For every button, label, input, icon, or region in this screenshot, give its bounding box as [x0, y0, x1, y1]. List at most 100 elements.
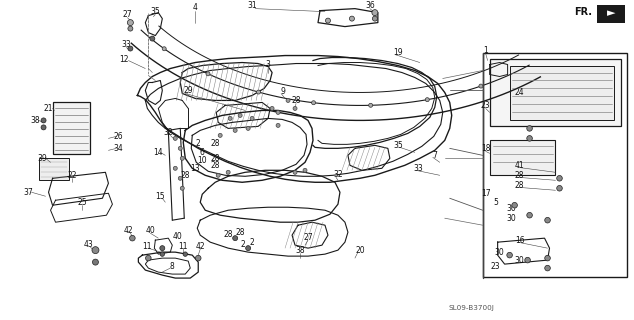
Text: 6: 6: [200, 148, 205, 157]
Text: SL09-B3700J: SL09-B3700J: [449, 305, 495, 311]
Circle shape: [286, 99, 290, 102]
Circle shape: [93, 259, 98, 265]
FancyBboxPatch shape: [510, 66, 614, 120]
Text: 36: 36: [365, 1, 375, 10]
Text: 32: 32: [164, 128, 173, 137]
Text: 28: 28: [223, 230, 233, 239]
Circle shape: [525, 257, 531, 263]
Text: 40: 40: [145, 226, 155, 235]
Circle shape: [512, 203, 517, 208]
Circle shape: [557, 186, 562, 191]
Circle shape: [92, 247, 99, 254]
Text: 30: 30: [515, 256, 524, 265]
Text: 22: 22: [68, 171, 77, 180]
Text: 5: 5: [493, 198, 498, 207]
Text: 29: 29: [183, 86, 193, 95]
Circle shape: [41, 118, 46, 123]
Circle shape: [233, 128, 237, 132]
Circle shape: [545, 265, 550, 271]
Circle shape: [368, 103, 373, 107]
Text: 7: 7: [432, 151, 437, 160]
Text: 37: 37: [23, 188, 34, 197]
Text: 39: 39: [37, 154, 48, 163]
Text: 40: 40: [172, 232, 182, 241]
Text: 28: 28: [181, 171, 190, 180]
Text: 12: 12: [120, 55, 129, 64]
Text: 33: 33: [122, 40, 131, 49]
Text: 35: 35: [393, 141, 403, 150]
Circle shape: [226, 170, 230, 174]
Text: FR.: FR.: [574, 7, 593, 17]
Circle shape: [195, 255, 201, 261]
Circle shape: [41, 125, 46, 130]
Circle shape: [479, 84, 483, 88]
Text: 28: 28: [291, 96, 301, 105]
Circle shape: [276, 110, 280, 115]
Circle shape: [425, 98, 429, 102]
Circle shape: [183, 252, 188, 256]
Circle shape: [545, 217, 550, 223]
Circle shape: [245, 246, 250, 251]
Circle shape: [160, 246, 165, 251]
Circle shape: [270, 107, 274, 110]
Circle shape: [127, 20, 133, 26]
Text: 42: 42: [195, 242, 205, 251]
Text: 3: 3: [266, 60, 271, 69]
Text: 23: 23: [491, 262, 500, 271]
Circle shape: [233, 236, 238, 241]
Text: 20: 20: [355, 246, 365, 255]
Circle shape: [527, 212, 533, 218]
Circle shape: [178, 176, 182, 180]
Circle shape: [250, 116, 254, 120]
Text: 33: 33: [413, 164, 423, 173]
Text: 34: 34: [113, 144, 123, 153]
Circle shape: [218, 133, 222, 137]
Text: 42: 42: [124, 226, 133, 235]
Circle shape: [276, 124, 280, 127]
Circle shape: [325, 18, 330, 23]
Circle shape: [545, 255, 550, 261]
Circle shape: [349, 16, 354, 21]
Text: 25: 25: [77, 198, 87, 207]
Circle shape: [178, 146, 182, 150]
Circle shape: [128, 26, 133, 31]
Text: 28: 28: [235, 228, 245, 237]
Circle shape: [303, 168, 307, 172]
Text: 32: 32: [333, 170, 343, 179]
Text: 38: 38: [295, 246, 305, 255]
Circle shape: [173, 136, 178, 140]
Circle shape: [507, 252, 512, 258]
Text: 28: 28: [210, 161, 220, 170]
Circle shape: [293, 170, 297, 174]
Circle shape: [372, 10, 378, 16]
Circle shape: [557, 175, 562, 181]
FancyBboxPatch shape: [39, 158, 68, 180]
Text: 31: 31: [247, 1, 257, 10]
Text: 15: 15: [155, 192, 165, 201]
Text: 8: 8: [170, 262, 175, 271]
Circle shape: [293, 107, 297, 110]
Circle shape: [150, 36, 155, 41]
Text: 9: 9: [281, 87, 285, 96]
Text: 28: 28: [210, 139, 220, 148]
FancyBboxPatch shape: [489, 140, 555, 175]
Circle shape: [216, 173, 220, 177]
Text: ►: ►: [607, 9, 616, 19]
Text: 43: 43: [84, 240, 93, 249]
Text: 14: 14: [153, 148, 163, 157]
Text: 18: 18: [481, 144, 491, 153]
Circle shape: [372, 16, 377, 21]
Circle shape: [180, 186, 184, 190]
Text: 11: 11: [179, 242, 188, 251]
Text: 27: 27: [303, 233, 313, 242]
Circle shape: [246, 126, 250, 130]
FancyBboxPatch shape: [597, 5, 625, 23]
Text: 30: 30: [507, 204, 517, 213]
FancyBboxPatch shape: [53, 102, 91, 154]
Text: 13: 13: [190, 164, 200, 173]
Text: 10: 10: [197, 156, 207, 165]
Text: 11: 11: [143, 242, 152, 251]
Text: 2: 2: [196, 139, 200, 148]
Text: 41: 41: [515, 161, 524, 170]
Text: 28: 28: [210, 154, 220, 163]
